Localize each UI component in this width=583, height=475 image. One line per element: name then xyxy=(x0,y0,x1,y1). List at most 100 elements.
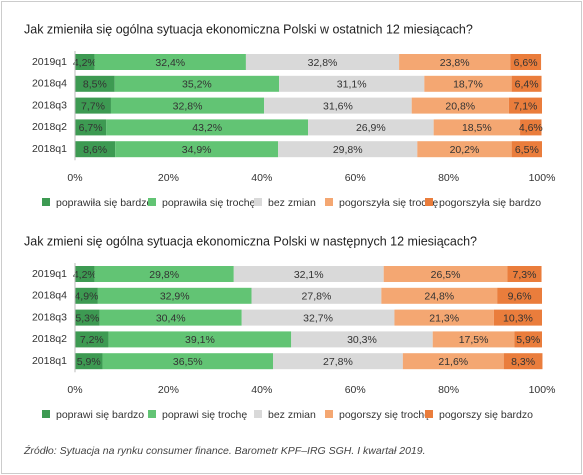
bar-segment xyxy=(507,266,542,282)
bar-segment xyxy=(497,287,542,304)
data-label: 6,4% xyxy=(515,79,539,91)
data-label: 5,9% xyxy=(77,356,101,368)
data-label: 30,3% xyxy=(347,334,377,346)
legend-swatch xyxy=(148,198,156,206)
data-label: 10,3% xyxy=(503,312,533,324)
bar-segment xyxy=(514,331,542,348)
data-label: 24,8% xyxy=(424,291,454,303)
bar-segment xyxy=(251,287,382,304)
bar-segment xyxy=(102,353,274,370)
legend-label: poprawi się trochę xyxy=(162,409,247,421)
x-tick-label: 100% xyxy=(529,384,556,396)
data-label: 4,9% xyxy=(74,291,98,303)
data-label: 32,7% xyxy=(303,312,333,324)
y-tick-label: 2018q2 xyxy=(32,333,67,345)
data-label: 5,3% xyxy=(75,312,99,324)
bar-segment xyxy=(520,119,542,136)
data-label: 7,3% xyxy=(513,269,537,281)
data-label: 21,6% xyxy=(438,356,468,368)
legend-label: poprawiła się trochę xyxy=(162,197,256,209)
bar-segment xyxy=(510,54,542,70)
legend-label: pogorszyła się trochę xyxy=(339,197,438,209)
bar-segment xyxy=(75,54,95,70)
bar-segment xyxy=(424,75,512,92)
bar-segment xyxy=(241,309,395,326)
bar-segment xyxy=(114,75,280,92)
data-label: 34,9% xyxy=(182,144,212,156)
legend-swatch xyxy=(42,198,50,206)
data-label: 39,1% xyxy=(185,334,215,346)
y-tick-label: 2018q4 xyxy=(32,290,67,302)
bar-segment xyxy=(233,266,384,282)
chart-title: Jak zmieni się ogólna sytuacja ekonomicz… xyxy=(24,234,477,248)
bar-segment xyxy=(417,141,512,158)
data-label: 32,8% xyxy=(173,100,203,112)
y-tick-label: 2019q1 xyxy=(32,56,67,68)
legend-swatch xyxy=(325,198,333,206)
bar-segment xyxy=(511,141,542,158)
legend-label: pogorszy się trochę xyxy=(339,409,430,421)
legend-label: pogorszy się bardzo xyxy=(439,409,533,421)
x-tick-label: 40% xyxy=(251,172,272,184)
x-tick-label: 100% xyxy=(529,172,556,184)
bar-segment xyxy=(264,97,412,114)
data-label: 32,9% xyxy=(160,291,190,303)
data-label: 4,2% xyxy=(73,57,97,69)
bar-segment xyxy=(399,54,511,70)
x-tick-label: 20% xyxy=(158,172,179,184)
data-label: 32,4% xyxy=(155,57,185,69)
data-label: 4,6% xyxy=(519,122,543,134)
y-tick-label: 2019q1 xyxy=(32,268,67,280)
bar-segment xyxy=(394,309,494,326)
bar-segment xyxy=(433,119,521,136)
bar-segment xyxy=(411,97,509,114)
bar-segment xyxy=(75,266,95,282)
bar-segment xyxy=(75,309,100,326)
bar-segment xyxy=(75,75,115,92)
bar-segment xyxy=(108,331,292,348)
legend-swatch xyxy=(254,410,262,418)
data-label: 32,1% xyxy=(294,269,324,281)
x-tick-label: 0% xyxy=(67,172,82,184)
bar-segment xyxy=(94,266,234,282)
bar-segment xyxy=(291,331,433,348)
bar-segment xyxy=(279,75,425,92)
data-label: 7,7% xyxy=(81,100,105,112)
y-tick-label: 2018q3 xyxy=(32,311,67,323)
data-label: 27,8% xyxy=(302,291,332,303)
y-tick-label: 2018q3 xyxy=(32,99,67,111)
bar-segment xyxy=(75,287,98,304)
bar-segment xyxy=(273,353,403,370)
bar-segment xyxy=(75,119,107,136)
source-note: Źródło: Sytuacja na rynku consumer finan… xyxy=(23,444,426,457)
bar-segment xyxy=(94,54,246,70)
y-tick-label: 2018q1 xyxy=(32,355,67,367)
x-tick-label: 80% xyxy=(438,384,459,396)
chart-title: Jak zmieniła się ogólna sytuacja ekonomi… xyxy=(24,22,473,36)
y-tick-label: 2018q4 xyxy=(32,78,67,90)
legend-swatch xyxy=(425,198,433,206)
bar-segment xyxy=(115,141,279,158)
data-label: 7,2% xyxy=(80,334,104,346)
data-label: 8,5% xyxy=(83,79,107,91)
data-label: 9,6% xyxy=(508,291,532,303)
bar-segment xyxy=(432,331,515,348)
data-label: 21,3% xyxy=(429,312,459,324)
bar-segment xyxy=(503,353,543,370)
x-tick-label: 60% xyxy=(345,384,366,396)
bar-segment xyxy=(308,119,434,136)
data-label: 18,7% xyxy=(453,79,483,91)
data-label: 20,8% xyxy=(445,100,475,112)
data-label: 17,5% xyxy=(459,334,489,346)
data-label: 20,2% xyxy=(450,144,480,156)
data-label: 6,7% xyxy=(79,122,103,134)
data-label: 8,3% xyxy=(511,356,535,368)
legend-swatch xyxy=(425,410,433,418)
data-label: 6,6% xyxy=(514,57,538,69)
legend-swatch xyxy=(254,198,262,206)
data-label: 29,8% xyxy=(149,269,179,281)
bar-segment xyxy=(99,309,242,326)
bar-segment xyxy=(381,287,498,304)
